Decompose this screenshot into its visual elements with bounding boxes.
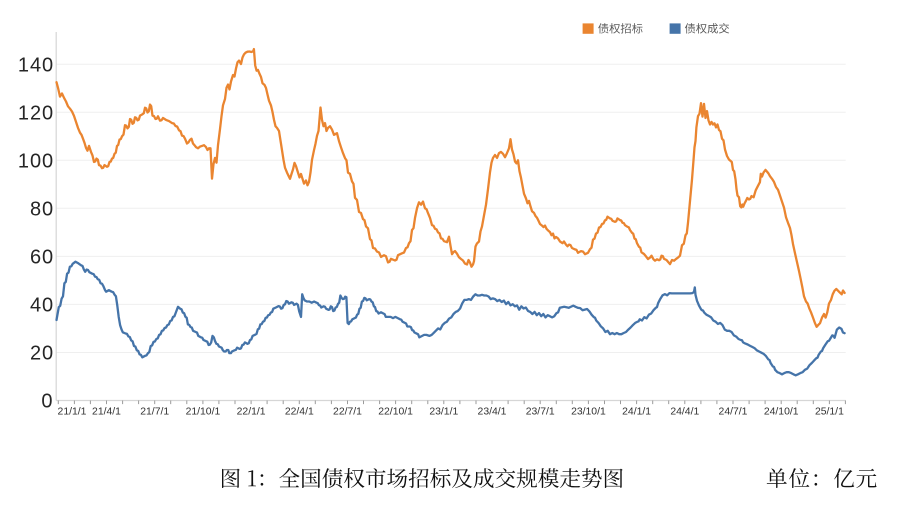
svg-text:140: 140: [18, 54, 54, 76]
svg-text:23/10/1: 23/10/1: [571, 406, 606, 417]
svg-text:23/4/1: 23/4/1: [478, 406, 507, 417]
svg-text:24/10/1: 24/10/1: [764, 406, 799, 417]
svg-text:120: 120: [18, 102, 54, 124]
svg-text:22/4/1: 22/4/1: [285, 406, 314, 417]
svg-text:24/4/1: 24/4/1: [670, 406, 699, 417]
svg-text:23/7/1: 23/7/1: [526, 406, 555, 417]
svg-text:24/7/1: 24/7/1: [719, 406, 748, 417]
svg-text:24/1/1: 24/1/1: [622, 406, 651, 417]
svg-text:100: 100: [18, 150, 54, 172]
svg-text:80: 80: [30, 198, 54, 220]
svg-text:21/7/1: 21/7/1: [140, 406, 169, 417]
svg-text:40: 40: [30, 295, 54, 317]
svg-text:25/1/1: 25/1/1: [815, 406, 844, 417]
svg-text:22/1/1: 22/1/1: [237, 406, 266, 417]
svg-text:21/10/1: 21/10/1: [186, 406, 221, 417]
svg-text:60: 60: [30, 247, 54, 269]
svg-text:0: 0: [41, 391, 52, 413]
svg-text:20: 20: [30, 343, 54, 365]
svg-text:23/1/1: 23/1/1: [429, 406, 458, 417]
svg-text:21/1/1: 21/1/1: [58, 406, 87, 417]
svg-text:22/10/1: 22/10/1: [378, 406, 413, 417]
svg-text:21/4/1: 21/4/1: [92, 406, 121, 417]
svg-text:22/7/1: 22/7/1: [333, 406, 362, 417]
